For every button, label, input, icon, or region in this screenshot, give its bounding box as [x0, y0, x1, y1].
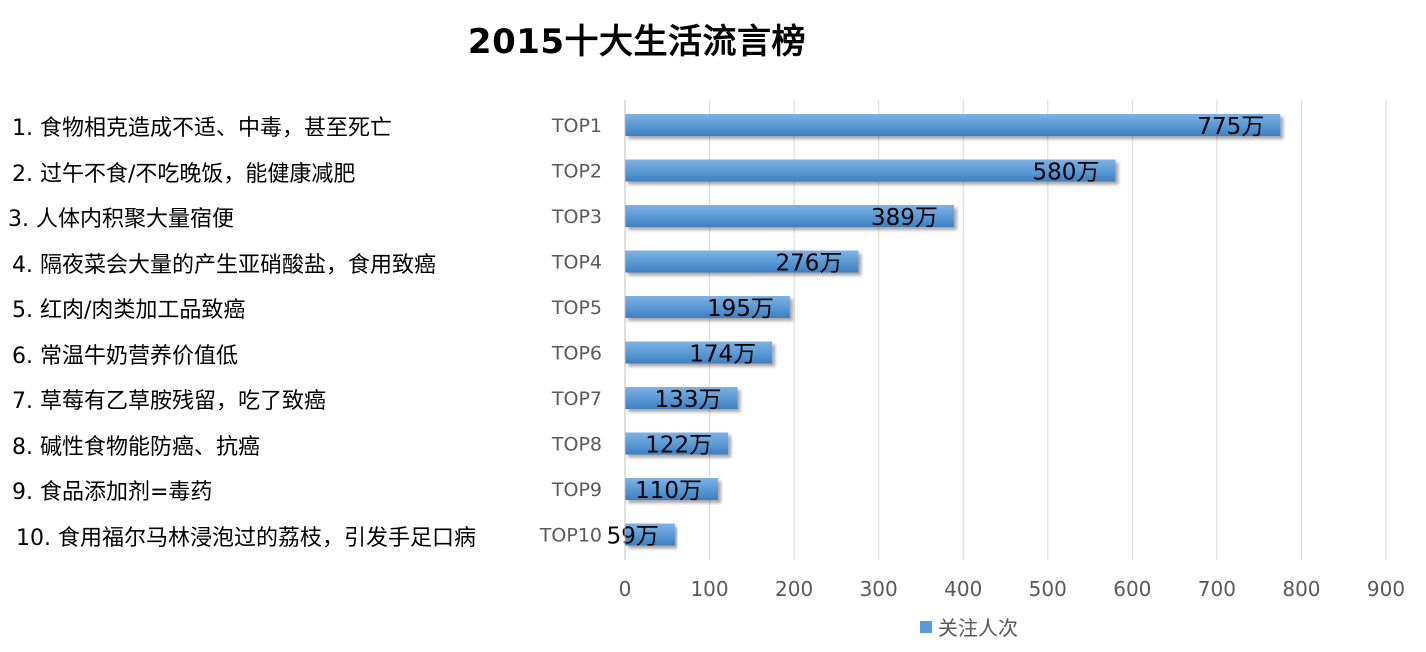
bar	[625, 114, 1281, 136]
rumor-item: 9. 食品添加剂=毒药	[12, 480, 213, 505]
legend: 关注人次	[920, 612, 1018, 641]
rumor-item: 6. 常温牛奶营养价值低	[12, 343, 238, 369]
category-label: TOP3	[551, 206, 602, 228]
rumor-item: 10. 食用福尔马林浸泡过的荔枝，引发手足口病	[16, 525, 476, 551]
x-tick-label: 700	[1198, 577, 1236, 601]
data-label: 580万	[1033, 160, 1100, 186]
x-tick-label: 900	[1367, 577, 1405, 601]
rumor-item: 4. 隔夜菜会大量的产生亚硝酸盐，食用致癌	[12, 252, 436, 278]
data-label: 195万	[707, 296, 774, 322]
category-label: TOP8	[551, 434, 602, 456]
category-label: TOP6	[551, 343, 602, 365]
x-tick-label: 800	[1282, 577, 1320, 601]
category-label: TOP5	[551, 297, 602, 319]
data-label: 110万	[635, 478, 702, 504]
category-label: TOP2	[551, 161, 602, 183]
rumor-item: 8. 碱性食物能防癌、抗癌	[12, 434, 260, 460]
bar	[625, 478, 719, 500]
legend-label: 关注人次	[938, 616, 1018, 640]
data-label: 133万	[655, 387, 722, 413]
data-label: 174万	[689, 342, 756, 368]
rumor-item: 5. 红肉/肉类加工品致癌	[12, 298, 246, 323]
x-tick-label: 200	[775, 577, 813, 601]
x-tick-label: 600	[1113, 577, 1151, 601]
x-tick-label: 400	[944, 577, 982, 601]
bar	[625, 159, 1116, 182]
bar	[625, 205, 954, 227]
rumor-item: 1. 食物相克造成不适、中毒，甚至死亡	[12, 116, 392, 141]
bar	[625, 432, 729, 455]
rumor-item: 3. 人体内积聚大量宿便	[8, 207, 234, 232]
bar	[625, 296, 790, 318]
category-label: TOP9	[551, 479, 602, 501]
x-tick-label: 100	[690, 577, 728, 601]
data-label: 122万	[645, 433, 712, 459]
data-label: 59万	[607, 524, 659, 550]
category-label: TOP10	[539, 525, 602, 547]
category-label: TOP1	[551, 115, 602, 137]
x-tick-label: 0	[619, 577, 632, 601]
bar	[625, 387, 738, 409]
chart-title: 2015十大生活流言榜	[467, 22, 807, 62]
data-label: 389万	[871, 205, 938, 231]
bar	[625, 523, 675, 546]
category-label: TOP7	[551, 388, 602, 410]
rumor-item: 2. 过午不食/不吃晚饭，能健康减肥	[12, 161, 356, 187]
rumor-list: 1. 食物相克造成不适、中毒，甚至死亡 2. 过午不食/不吃晚饭，能健康减肥 3. …	[0, 0, 540, 600]
rumor-item: 7. 草莓有乙草胺残留，吃了致癌	[12, 389, 326, 414]
legend-swatch	[920, 620, 932, 633]
x-tick-label: 500	[1029, 577, 1067, 601]
data-label: 276万	[775, 251, 842, 277]
bar	[625, 250, 859, 273]
data-label: 775万	[1197, 114, 1264, 140]
bar	[625, 341, 773, 364]
category-label: TOP4	[551, 252, 602, 274]
x-tick-label: 300	[860, 577, 898, 601]
